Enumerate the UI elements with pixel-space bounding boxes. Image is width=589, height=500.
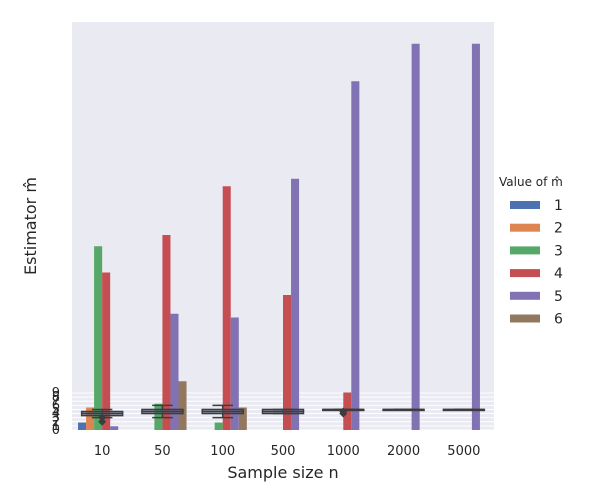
bar-series-5-n-5000 <box>471 43 480 430</box>
boxplot-2000 <box>382 408 425 412</box>
legend-label: 1 <box>554 198 563 214</box>
bar-series-2-n-10 <box>86 407 95 430</box>
bar-series-5-n-1000 <box>351 81 360 430</box>
y-tick-label: 8 <box>52 390 60 405</box>
x-tick-label: 1000 <box>327 444 360 459</box>
outlier-point <box>98 413 107 422</box>
outlier-point <box>339 407 348 416</box>
legend-swatch <box>510 223 540 232</box>
boxplot-500 <box>261 408 305 415</box>
legend-swatch <box>510 269 540 278</box>
x-tick-labels: 10 50 100 500 1000 2000 5000 <box>94 444 481 459</box>
legend-swatch <box>510 314 540 323</box>
x-tick-label: 2000 <box>387 444 420 459</box>
bar-series-5-n-100 <box>230 317 239 430</box>
legend-label: 3 <box>554 243 563 259</box>
bar-series-3-n-10 <box>94 246 103 430</box>
legend: Value of m̂ 1 2 3 4 5 6 <box>499 175 563 328</box>
legend-label: 5 <box>554 289 563 305</box>
bar-series-4-n-10 <box>102 272 111 430</box>
boxplots <box>80 404 486 426</box>
x-axis-label: Sample size n <box>227 463 338 482</box>
y-axis-label: Estimator m̂ <box>21 177 40 275</box>
bars <box>78 43 480 430</box>
bar-series-5-n-10 <box>110 426 119 430</box>
x-tick-label: 10 <box>94 444 111 459</box>
y-tick-label: 3 <box>52 411 60 426</box>
y-tick-label: 9 <box>52 386 60 401</box>
bar-series-6-n-50 <box>178 381 187 430</box>
bar-series-3-n-100 <box>214 422 223 430</box>
y-tick-label: 2 <box>52 415 60 430</box>
bar-series-4-n-50 <box>162 235 171 430</box>
bar-series-4-n-100 <box>222 186 231 430</box>
legend-label: 6 <box>554 312 563 328</box>
bar-series-4-n-1000 <box>343 392 352 430</box>
y-tick-label: 1 <box>52 419 60 434</box>
legend-label: 2 <box>554 221 563 237</box>
legend-label: 4 <box>554 266 563 282</box>
bar-series-5-n-50 <box>170 313 179 430</box>
legend-swatch <box>510 201 540 209</box>
boxplot-5000 <box>442 408 486 412</box>
outlier-point <box>98 417 107 426</box>
y-tick-label: 4 <box>52 407 60 422</box>
boxplot-10 <box>80 408 124 426</box>
x-tick-label: 5000 <box>447 444 480 459</box>
legend-swatch <box>510 246 540 255</box>
bar-series-1-n-10 <box>78 422 87 430</box>
bar-series-4-n-500 <box>283 295 292 430</box>
bar-series-3-n-50 <box>154 403 163 430</box>
y-tick-label: 5 <box>52 402 60 417</box>
x-tick-label: 500 <box>271 444 296 459</box>
boxplot-1000 <box>322 407 365 418</box>
boxplot-100 <box>201 404 244 419</box>
boxplot-50 <box>141 404 184 419</box>
x-tick-label: 50 <box>154 444 171 459</box>
x-tick-label: 100 <box>210 444 235 459</box>
legend-swatch <box>510 291 540 300</box>
bar-series-6-n-100 <box>238 407 247 430</box>
y-tick-label: 7 <box>52 394 60 409</box>
y-tick-label: 6 <box>52 398 60 413</box>
bar-series-5-n-2000 <box>411 43 420 430</box>
legend-title: Value of m̂ <box>499 175 563 189</box>
bar-series-5-n-500 <box>291 178 300 430</box>
y-tick-label: 0 <box>52 423 60 438</box>
